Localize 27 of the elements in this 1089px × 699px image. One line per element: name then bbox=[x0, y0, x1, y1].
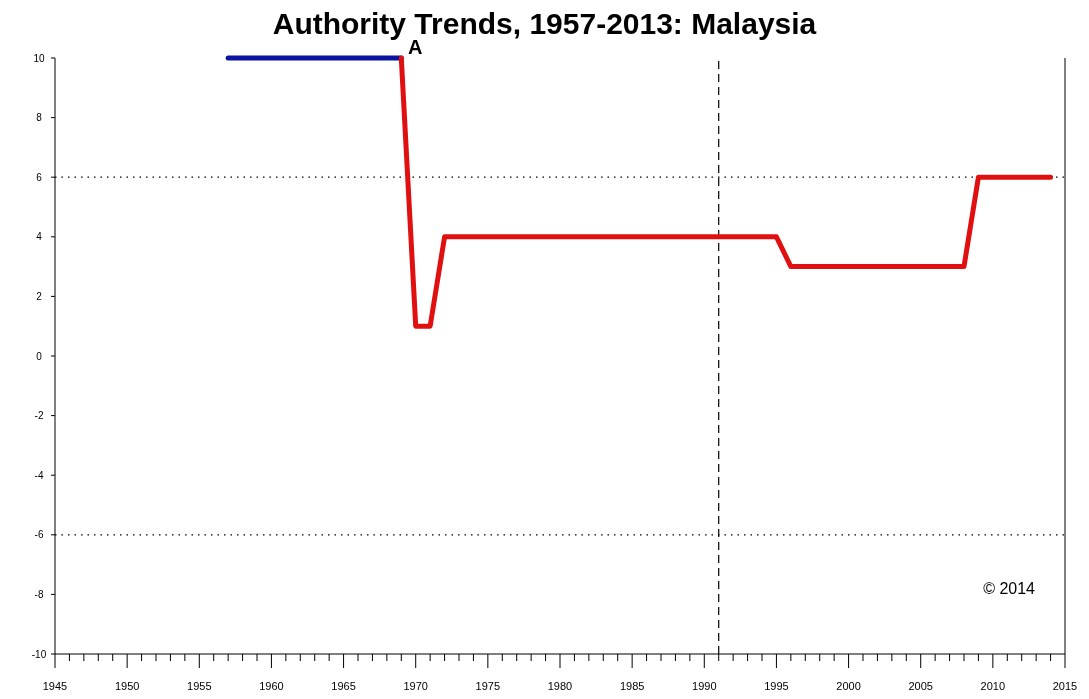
x-tick-label: 1990 bbox=[692, 680, 717, 692]
y-tick-label: 2 bbox=[36, 290, 43, 302]
y-tick-label: -6 bbox=[34, 529, 44, 541]
x-tick-label: 2000 bbox=[836, 680, 861, 692]
x-tick-label: 1965 bbox=[331, 680, 356, 692]
y-tick-label: 4 bbox=[36, 231, 43, 243]
x-tick-label: 2005 bbox=[908, 680, 933, 692]
annotation: © 2014 bbox=[983, 580, 1036, 597]
y-tick-label: 10 bbox=[33, 52, 45, 64]
x-tick-label: 2010 bbox=[980, 680, 1006, 692]
x-tick-label: 1970 bbox=[403, 680, 428, 692]
y-tick-label: 6 bbox=[36, 171, 43, 183]
x-tick-label: 1945 bbox=[42, 680, 68, 692]
x-tick-label: 1985 bbox=[619, 680, 645, 692]
x-tick-label: 1980 bbox=[547, 680, 573, 692]
y-tick-label: -8 bbox=[34, 588, 44, 600]
y-tick-label: 0 bbox=[36, 350, 43, 362]
x-tick-label: 2015 bbox=[1052, 680, 1078, 692]
y-tick-label: 8 bbox=[36, 112, 43, 124]
x-tick-label: 1995 bbox=[764, 680, 789, 692]
y-tick-label: -2 bbox=[34, 410, 44, 422]
x-tick-label: 1960 bbox=[259, 680, 284, 692]
x-tick-label: 1950 bbox=[114, 680, 140, 692]
y-tick-label: -10 bbox=[31, 648, 47, 660]
y-tick-label: -4 bbox=[34, 469, 44, 481]
x-tick-label: 1975 bbox=[475, 680, 501, 692]
x-tick-label: 1955 bbox=[187, 680, 212, 692]
